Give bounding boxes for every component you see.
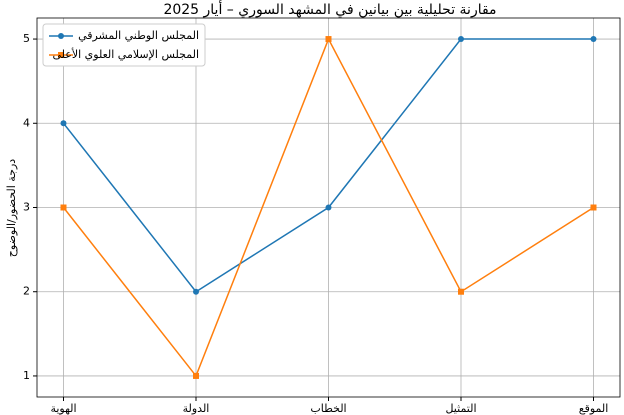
- x-tick-label: التمثيل: [445, 402, 476, 415]
- y-tick-label: 2: [23, 285, 30, 298]
- point: [458, 36, 464, 43]
- point: [60, 120, 67, 127]
- point: [590, 36, 597, 43]
- point: [60, 204, 67, 211]
- y-axis-label: درجة الحضور/الوضوح: [5, 159, 18, 257]
- y-tick-label: 5: [23, 32, 30, 45]
- x-tick-label: الموقع: [579, 402, 609, 415]
- x-tick-label: الهوية: [50, 402, 76, 415]
- legend-marker: [58, 52, 64, 58]
- legend-label: المجلس الإسلامي العلوي الأعلى: [52, 47, 199, 61]
- y-tick-label: 1: [23, 369, 30, 382]
- x-tick-label: الدولة: [183, 402, 210, 415]
- y-tick-label: 3: [23, 201, 30, 214]
- legend-marker: [58, 33, 64, 39]
- legend-box: [42, 23, 206, 67]
- chart-title: مقارنة تحليلية بين بيانين في المشهد السو…: [163, 0, 496, 18]
- legend: المجلس الوطني المشرقي المجلس الإسلامي الع…: [42, 23, 206, 67]
- point: [193, 288, 199, 295]
- point: [325, 204, 332, 211]
- legend-label: المجلس الوطني المشرقي: [78, 29, 199, 42]
- plot-frame: [36, 17, 621, 398]
- point: [193, 372, 199, 379]
- x-tick-label: الخطاب: [310, 402, 346, 415]
- point: [458, 288, 464, 295]
- y-tick-label: 4: [23, 116, 30, 129]
- point: [590, 204, 597, 211]
- point: [325, 36, 332, 43]
